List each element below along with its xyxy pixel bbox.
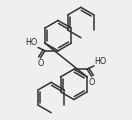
- Text: HO: HO: [95, 57, 107, 66]
- Text: O: O: [89, 78, 95, 87]
- Text: HO: HO: [25, 38, 37, 47]
- Text: O: O: [37, 59, 43, 68]
